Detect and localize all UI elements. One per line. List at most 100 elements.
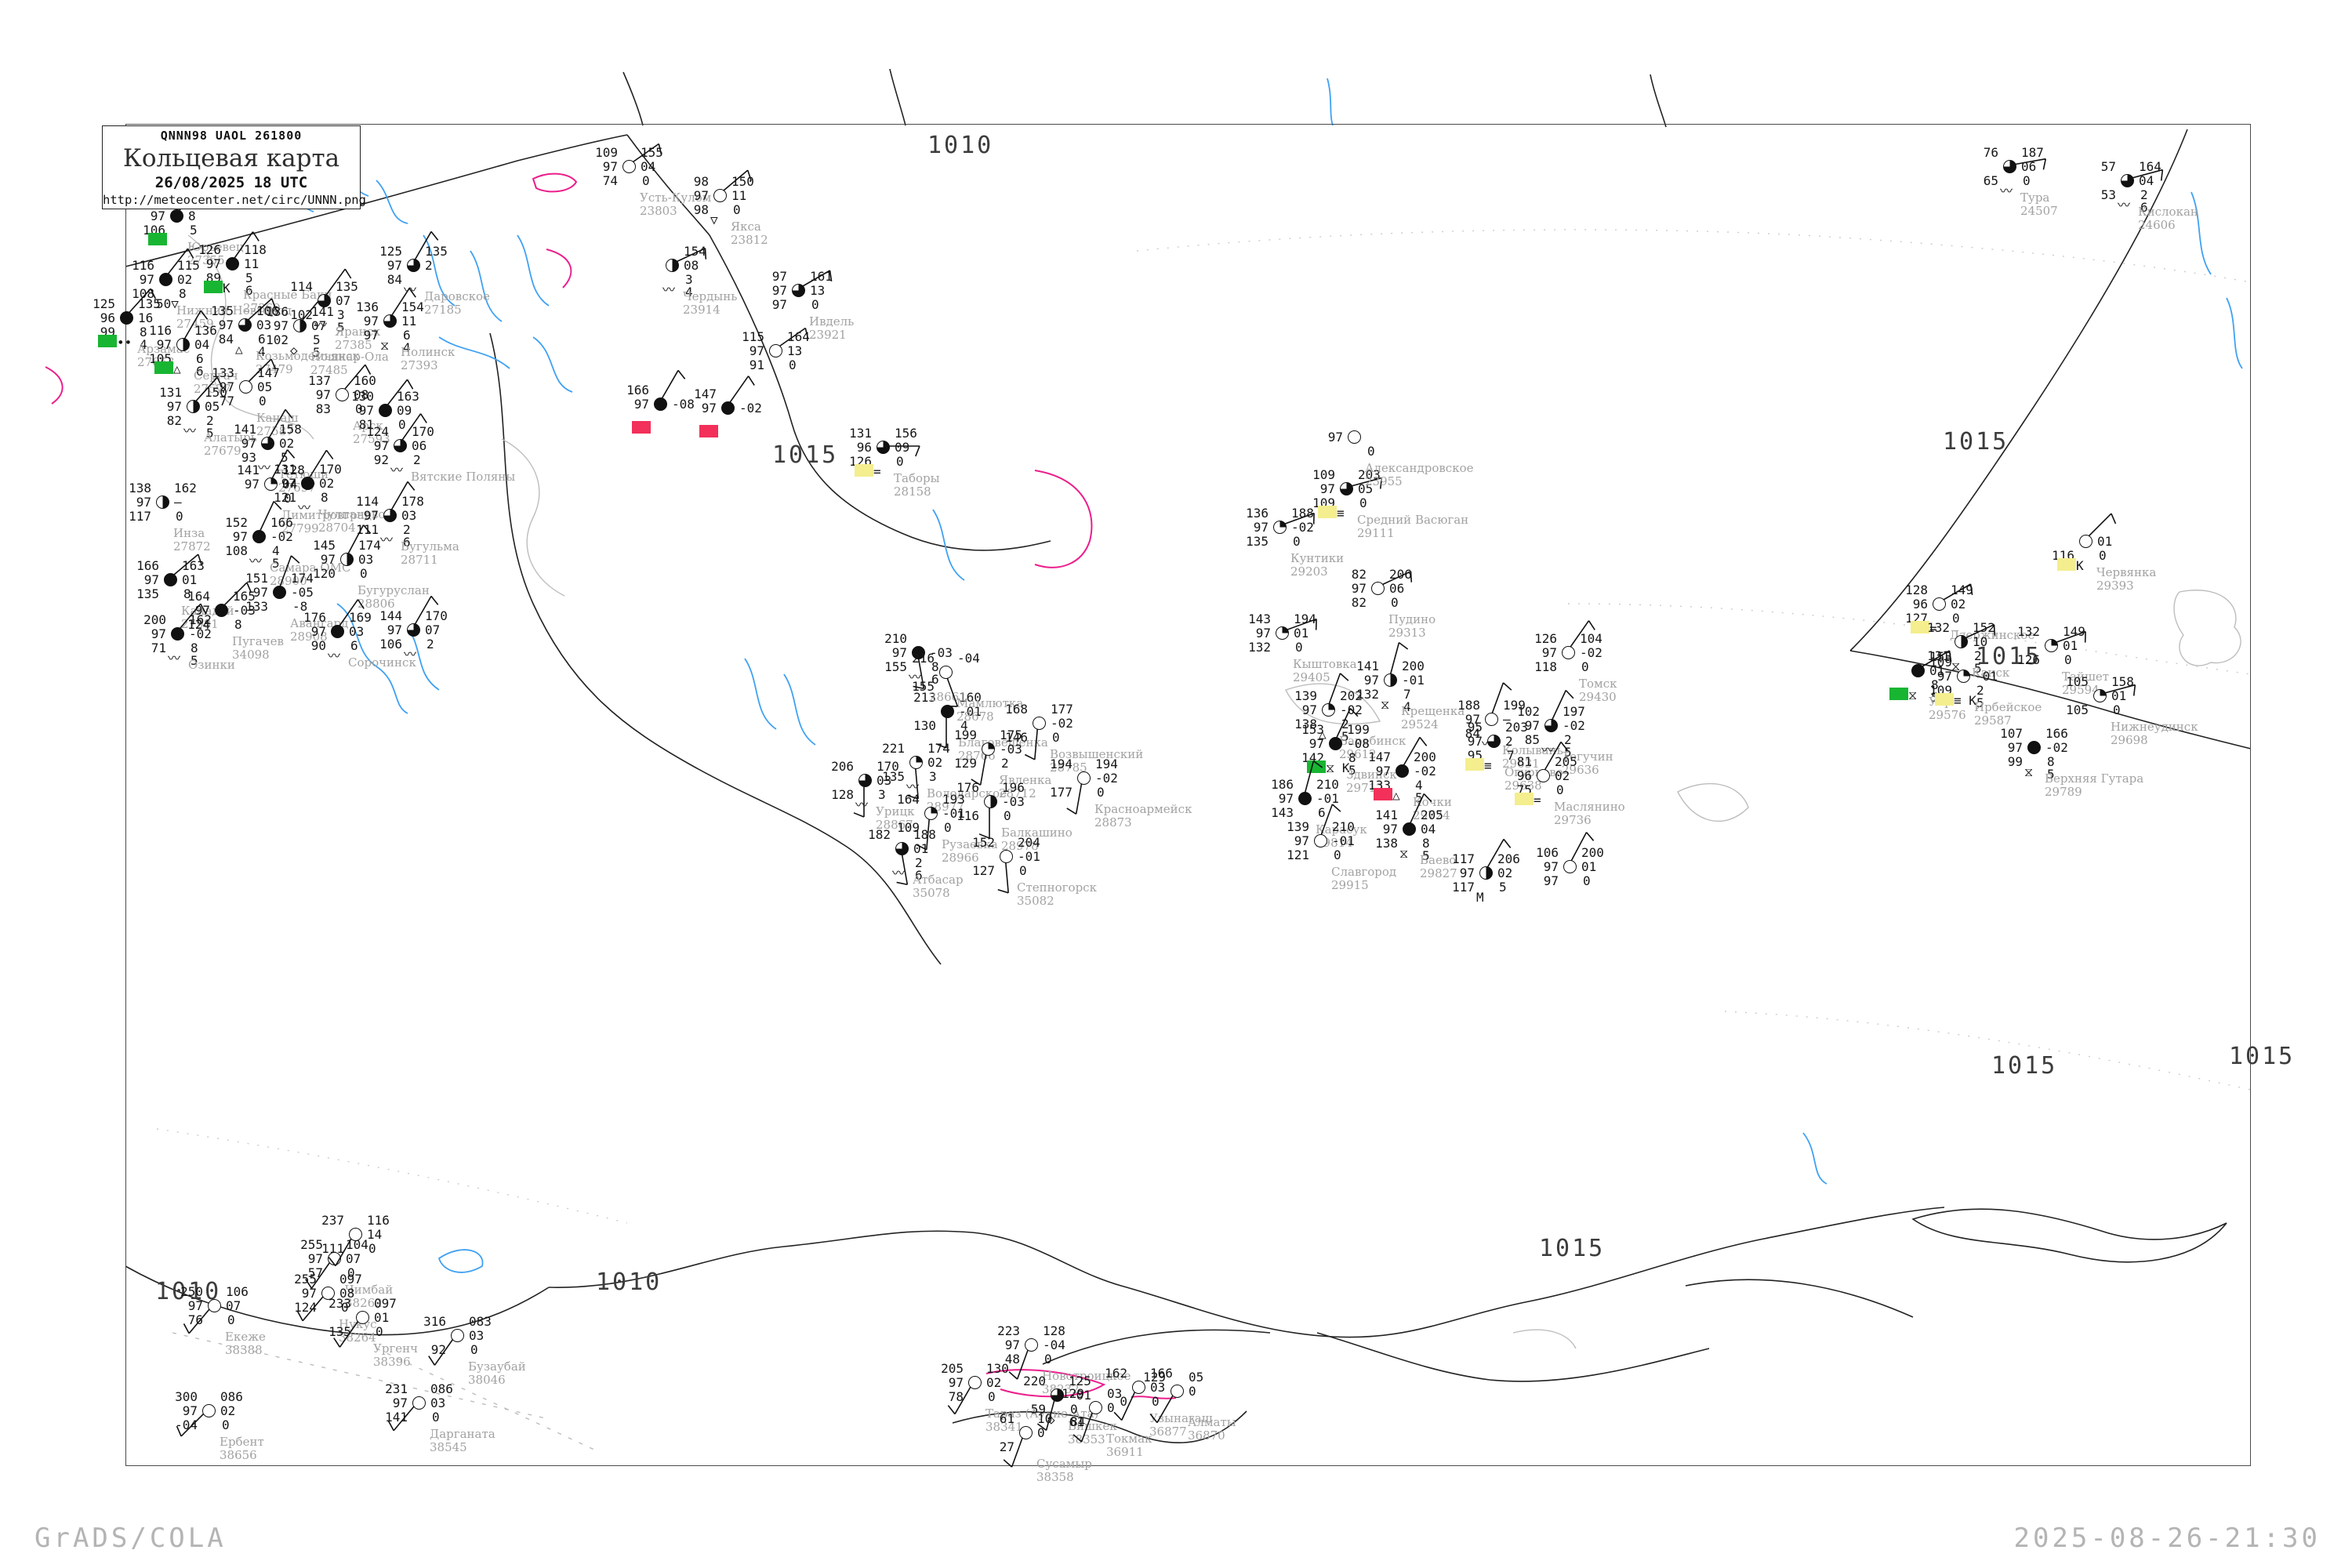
station-pressure-tendency: 03 xyxy=(430,1396,446,1410)
station-dewpoint: 85 xyxy=(1524,732,1540,747)
station-temperature: 231 xyxy=(385,1381,408,1396)
station-pressure-tendency: 0 xyxy=(1107,1400,1115,1415)
station-weather-symbol: ◇ xyxy=(290,343,298,358)
station-name-label: Алматы 36870 xyxy=(1188,1415,1236,1443)
station-cloud-amount: 0 xyxy=(259,394,267,408)
chart-title-box: QNNN98 UAOL 261800 Кольцевая карта 26/08… xyxy=(102,125,366,209)
station-pressure: 135 xyxy=(138,296,161,311)
station-humidity: 97 xyxy=(232,529,248,544)
cloud-cover-icon xyxy=(170,209,183,223)
station-cloud-amount: 0 xyxy=(1097,785,1105,800)
precip-marker-crimson xyxy=(699,425,718,437)
station-pressure-tendency: 04 xyxy=(1421,822,1436,837)
cloud-cover-icon xyxy=(2045,639,2058,652)
station-pressure-tendency: 07 xyxy=(425,622,441,637)
station-weather-symbol: ⧖ K xyxy=(1326,760,1350,775)
station-pressure-tendency: 01 xyxy=(1929,663,1945,678)
station-pressure: 155 xyxy=(641,145,663,160)
station-name-label: Нолинск 27393 xyxy=(401,345,456,373)
station-weather-symbol: 〰 xyxy=(906,779,920,794)
station-weather-symbol: ≡ K xyxy=(1954,693,1976,708)
cloud-cover-icon xyxy=(407,259,420,272)
station-temperature: 300 xyxy=(175,1389,198,1404)
cloud-cover-icon xyxy=(895,842,909,855)
station-name-label: Чердынь 23914 xyxy=(683,289,738,318)
cloud-cover-icon xyxy=(984,795,997,808)
station-temperature: 186 xyxy=(1271,777,1294,792)
cloud-cover-icon xyxy=(1077,771,1091,785)
station-pressure: 141 xyxy=(311,304,334,319)
cloud-cover-icon xyxy=(1000,850,1013,863)
station-pressure-tendency: 05 xyxy=(1358,481,1374,496)
station-dewpoint: 177 xyxy=(1050,785,1073,800)
station-pressure: 166 xyxy=(2045,726,2068,741)
cloud-cover-icon xyxy=(1544,719,1558,732)
cloud-cover-icon xyxy=(171,627,184,641)
station-humidity: 97 xyxy=(1253,520,1269,535)
station-cloud-amount: 0 xyxy=(1152,1394,1160,1409)
station-cloud-amount: 8 5 xyxy=(1931,677,1939,704)
station-weather-symbol: 〰 xyxy=(404,282,417,297)
isobar-label: 1015 xyxy=(1943,428,2009,456)
station-humidity: 97 xyxy=(310,624,326,639)
station-pressure-tendency: 03 xyxy=(349,624,365,639)
coastline-borders xyxy=(125,68,2252,1443)
station-dewpoint: 126 xyxy=(2017,652,2040,667)
station-humidity: 97 xyxy=(143,572,159,587)
station-humidity: 97 xyxy=(1255,626,1271,641)
station-pressure: 162 xyxy=(189,612,212,627)
station-dewpoint: 92 xyxy=(430,1342,446,1357)
station-temperature: 250 xyxy=(180,1284,203,1299)
station-temperature: 144 xyxy=(379,608,402,623)
station-pressure-tendency: 03 xyxy=(401,508,417,523)
station-dewpoint: 84 xyxy=(218,332,234,347)
station-cloud-amount: 7 4 xyxy=(1403,687,1411,714)
station-temperature: 162 xyxy=(1105,1366,1127,1381)
station-pressure: 150 xyxy=(731,174,754,189)
cloud-cover-icon xyxy=(340,553,354,566)
wind-barb xyxy=(257,500,282,536)
station-pressure: 154 xyxy=(684,244,706,259)
station-pressure-tendency: 04 xyxy=(2139,173,2154,188)
station-pressure-tendency: -01 xyxy=(959,704,982,719)
station-pressure-tendency: -02 xyxy=(1291,520,1314,535)
station-temperature: 176 xyxy=(956,780,979,795)
station-temperature: 116 xyxy=(132,258,154,273)
station-pressure-tendency: -02 xyxy=(739,401,762,416)
station-temperature: 233 xyxy=(328,1296,351,1311)
station-name-label: Рузаевка 28966 xyxy=(942,837,998,866)
precip-marker-green xyxy=(154,361,173,374)
station-dewpoint: 102 xyxy=(266,332,289,347)
station-pressure-tendency: -08 xyxy=(672,397,695,412)
precip-marker-green xyxy=(98,335,117,347)
station-cloud-amount: 0 xyxy=(1295,640,1303,655)
station-dewpoint: 128 xyxy=(831,787,854,802)
station-temperature: 124 xyxy=(366,424,389,439)
fronts xyxy=(45,172,1177,1399)
station-pressure: 203 xyxy=(1358,467,1381,482)
station-weather-symbol: ▽ xyxy=(710,212,718,227)
station-cloud-amount: 0 xyxy=(1052,730,1060,745)
station-pressure-tendency: 8 xyxy=(188,209,196,223)
station-cloud-amount: 0 xyxy=(811,297,819,312)
cloud-cover-icon xyxy=(321,1287,335,1300)
station-weather-symbol: 〰 xyxy=(404,647,417,662)
station-humidity: 97 xyxy=(771,283,787,298)
station-pressure-tendency: 16 xyxy=(138,310,154,325)
station-weather-symbol: 〰 xyxy=(892,866,906,880)
station-humidity: 97 xyxy=(602,159,618,174)
station-cloud-amount: 6 xyxy=(1318,805,1326,820)
station-cloud-amount: 2 5 xyxy=(1974,648,1982,676)
station-pressure-tendency: 08 xyxy=(339,1286,355,1301)
cloud-cover-icon xyxy=(941,705,954,718)
station-cloud-amount: 6 xyxy=(350,638,358,653)
station-pressure-tendency: -03 xyxy=(1002,794,1025,809)
station-pressure: 163 xyxy=(397,389,419,404)
station-pressure-tendency: 03 xyxy=(877,773,892,788)
station-humidity: 97 xyxy=(387,622,402,637)
station-name-label: Бузаубай 38046 xyxy=(468,1359,526,1388)
station-pressure-tendency: 01 xyxy=(374,1310,390,1325)
station-humidity: 97 xyxy=(218,318,234,332)
station-weather-symbol: 〰 xyxy=(168,651,181,666)
render-timestamp: 2025-08-26-21:30 xyxy=(2013,1523,2321,1554)
